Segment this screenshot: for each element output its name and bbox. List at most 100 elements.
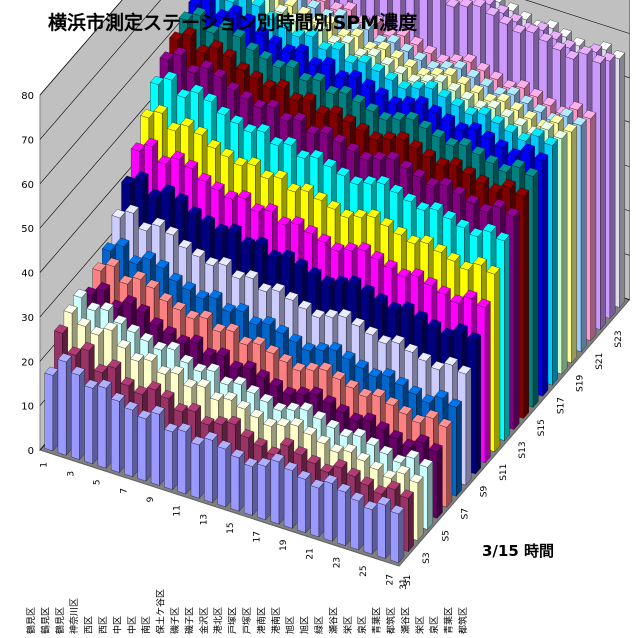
bar-top [449, 53, 464, 63]
bar-top [284, 291, 299, 301]
bar-top [241, 13, 256, 23]
bar-side [427, 460, 433, 530]
bar-top [307, 267, 322, 277]
bar-top [264, 10, 279, 20]
bar-top [291, 28, 306, 38]
bar-top [86, 302, 101, 312]
bar-front [97, 385, 107, 469]
bar-front [337, 489, 346, 546]
bar-top [481, 130, 496, 140]
bar-top [436, 285, 451, 295]
bar-top [386, 480, 401, 490]
bar-front [84, 385, 93, 465]
bar [44, 366, 59, 452]
bar-top [275, 79, 290, 89]
y-tick-label: 0 [28, 446, 34, 457]
bar-top [534, 152, 549, 162]
bar [337, 483, 352, 547]
bar-top [318, 0, 327, 2]
bar [297, 470, 312, 534]
bar-top [237, 190, 252, 200]
bar-top [302, 92, 317, 102]
bar-top [323, 474, 338, 484]
ward-label: 緑区 [313, 616, 325, 634]
bar-top [376, 496, 391, 506]
bar-top [233, 157, 248, 167]
bar-top [450, 97, 465, 107]
bar-side [523, 190, 529, 419]
bar-top [455, 219, 470, 229]
ward-label: 西区 [98, 616, 109, 634]
bar-top [147, 381, 162, 391]
bar-top [551, 41, 566, 51]
bar-top [399, 159, 414, 170]
bar-top [250, 203, 265, 213]
bar [71, 366, 86, 461]
bar-top [403, 58, 418, 68]
bar-top [530, 127, 545, 137]
bar-top [391, 111, 406, 121]
bar-top [156, 365, 171, 375]
bar-top [393, 226, 408, 236]
bar-top [213, 416, 228, 426]
bar-top [235, 303, 250, 313]
bar-top [214, 223, 229, 233]
bar-top [303, 225, 318, 235]
bar-top [166, 341, 181, 351]
bar-top [464, 106, 479, 116]
bar-side [145, 412, 152, 482]
bar-top [351, 317, 366, 327]
bar-top [105, 257, 120, 267]
bar-top [540, 121, 555, 131]
bar-top [485, 6, 500, 16]
bar-top [283, 136, 298, 146]
ward-label: 磯子区 [169, 607, 181, 634]
bar-top [115, 237, 130, 247]
bar-top [153, 341, 168, 351]
bar-top [204, 256, 219, 266]
bar-top [179, 354, 194, 364]
bar [204, 431, 219, 504]
bar-top [225, 0, 236, 3]
bar-top [337, 308, 352, 318]
bar-top [308, 56, 323, 66]
bar-top [326, 200, 341, 210]
bar-top [280, 437, 295, 447]
bar-top [311, 72, 326, 82]
bar-top [416, 201, 431, 211]
bar-top [232, 376, 247, 386]
bar-front [190, 442, 200, 499]
ward-label: 戸塚区 [242, 607, 253, 634]
bar-top [229, 360, 244, 370]
ward-label: 港北区 [212, 607, 224, 634]
bar-top [351, 94, 366, 104]
bar-side [159, 407, 165, 486]
bar-top [353, 47, 368, 57]
bar-top [423, 277, 438, 287]
bar-front [283, 467, 293, 529]
bar-top [297, 6, 312, 16]
bar-top [425, 177, 440, 187]
bar-top [287, 12, 302, 22]
ward-label: 旭区 [299, 616, 311, 634]
bar-top [410, 80, 425, 90]
bar-top [187, 206, 202, 216]
bar-top [324, 308, 339, 318]
bar-top [397, 80, 412, 90]
bar-top [223, 391, 238, 401]
bar-top [150, 405, 165, 415]
bar-top [501, 178, 516, 189]
bar-top [559, 107, 574, 117]
bar-top [238, 336, 253, 346]
station-tick-label: 5 [93, 479, 103, 485]
bar-top [515, 79, 530, 89]
bar-top [334, 275, 349, 285]
bar-top [333, 8, 348, 18]
ward-label: 中区 [111, 616, 123, 634]
bar-top [389, 184, 404, 194]
bar-top [136, 303, 151, 313]
bar-top [236, 400, 251, 410]
bar-top [378, 111, 393, 121]
bar-top [232, 28, 247, 38]
